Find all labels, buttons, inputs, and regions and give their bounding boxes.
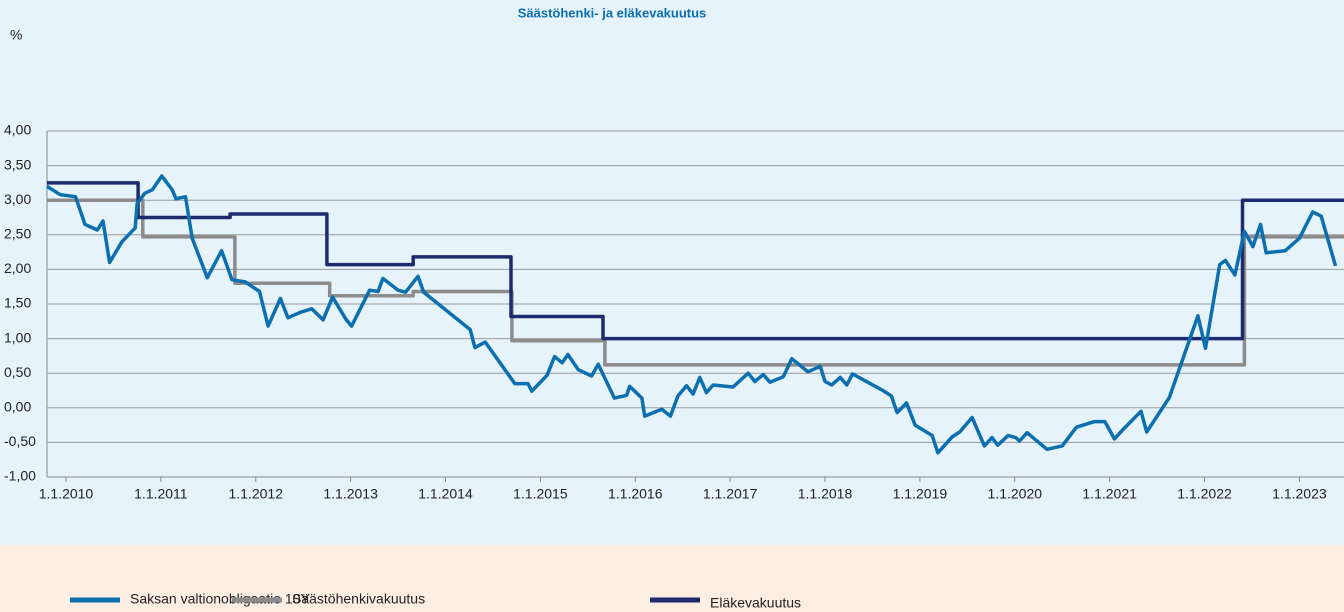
x-tick-label: 1.1.2013 (323, 486, 378, 502)
x-tick-label: 1.1.2022 (1177, 486, 1232, 502)
x-tick-label: 1.1.2012 (228, 486, 283, 502)
y-tick-label: -0,50 (4, 433, 36, 449)
x-tick-label: 1.1.2020 (988, 486, 1043, 502)
y-tick-label: 0,00 (4, 399, 31, 415)
x-tick-label: 1.1.2011 (134, 486, 188, 502)
y-tick-label: -1,00 (4, 468, 36, 484)
plot-background (0, 0, 1344, 545)
y-tick-label: 1,50 (4, 295, 31, 311)
line-series (46, 174, 1338, 455)
line-series (47, 198, 1344, 367)
y-tick-label: 3,00 (4, 191, 31, 207)
x-tick-label: 1.1.2015 (513, 486, 568, 502)
y-tick-label: 1,00 (4, 329, 31, 345)
x-tick-label: 1.1.2010 (39, 486, 94, 502)
y-tick-label: 4,00 (4, 122, 31, 138)
x-tick-label: 1.1.2021 (1082, 486, 1137, 502)
line-series (47, 181, 1344, 341)
x-tick-label: 1.1.2023 (1272, 486, 1327, 502)
y-axis-label: % (10, 27, 22, 43)
legend-label: Saksan valtionobligaatio 10Y (130, 591, 310, 607)
legend-label: Säästöhenkivakuutus (292, 591, 425, 607)
chart-title: Säästöhenki- ja eläkevakuutus (518, 5, 707, 20)
x-tick-label: 1.1.2018 (798, 486, 853, 502)
y-tick-label: 2,50 (4, 226, 31, 242)
x-tick-label: 1.1.2016 (608, 486, 663, 502)
x-tick-label: 1.1.2017 (703, 486, 758, 502)
legend-label: Eläkevakuutus (710, 595, 801, 611)
x-tick-label: 1.1.2019 (893, 486, 948, 502)
y-tick-label: 3,50 (4, 156, 31, 172)
y-tick-label: 0,50 (4, 364, 31, 380)
x-tick-label: 1.1.2014 (418, 486, 473, 502)
y-tick-label: 2,00 (4, 260, 31, 276)
